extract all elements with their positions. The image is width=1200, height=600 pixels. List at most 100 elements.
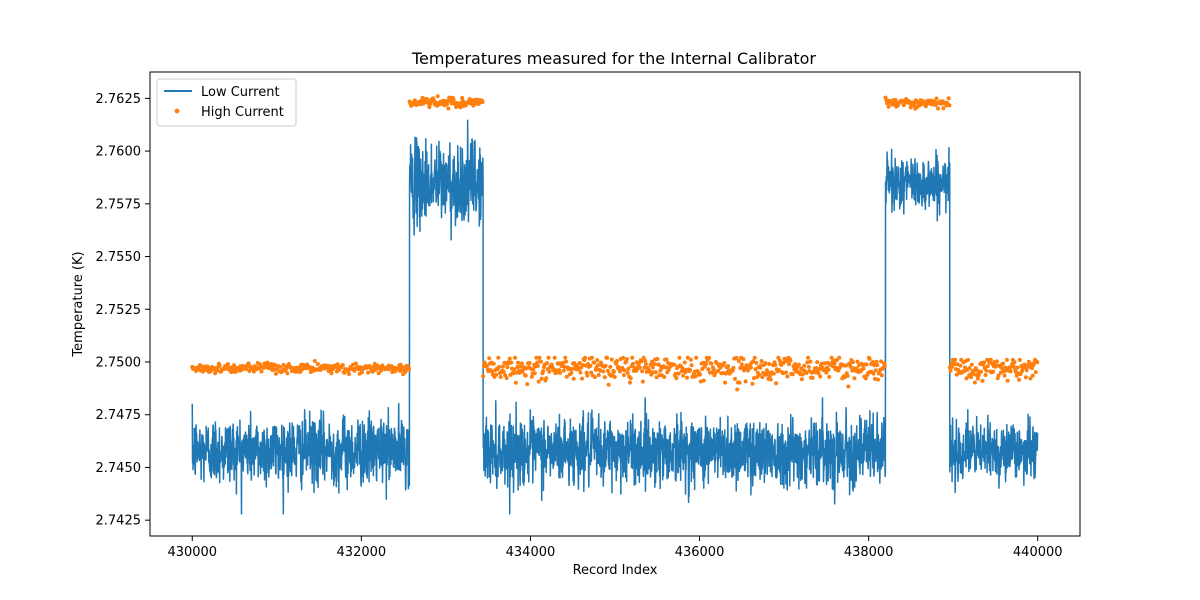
x-axis-label: Record Index [573, 563, 658, 578]
high-current-point [855, 359, 860, 364]
high-current-point [537, 355, 542, 360]
high-current-point [647, 369, 652, 374]
high-current-point [653, 370, 658, 375]
high-current-point [481, 374, 486, 379]
high-current-point [639, 359, 644, 364]
high-current-point [535, 360, 540, 365]
high-current-point [958, 363, 963, 368]
high-current-point [736, 359, 741, 364]
high-current-point [707, 355, 712, 360]
high-current-point [941, 106, 946, 111]
high-current-point [232, 363, 237, 368]
high-current-point [962, 369, 967, 374]
high-current-point [494, 372, 499, 377]
y-tick-label: 2.7500 [96, 356, 142, 371]
high-current-point [786, 362, 791, 367]
high-current-point [709, 361, 714, 366]
high-current-point [447, 95, 452, 100]
high-current-point [561, 368, 566, 373]
high-current-point [882, 363, 887, 368]
high-current-point [879, 373, 884, 378]
high-current-point [845, 373, 850, 378]
high-current-point [662, 375, 667, 380]
high-current-point [484, 363, 489, 368]
high-current-point [837, 355, 842, 360]
high-current-point [340, 362, 345, 367]
high-current-point [818, 374, 823, 379]
high-current-point [501, 369, 506, 374]
high-current-point [226, 362, 231, 367]
high-current-point [315, 362, 320, 367]
high-current-point [259, 369, 264, 374]
high-current-point [281, 362, 286, 367]
high-current-point [674, 376, 679, 381]
high-current-point [641, 355, 646, 360]
high-current-point [621, 355, 626, 360]
high-current-point [837, 365, 842, 370]
high-current-point [815, 360, 820, 365]
high-current-point [458, 105, 463, 110]
high-current-point [850, 360, 855, 365]
high-current-point [1011, 364, 1016, 369]
low-current-line [191, 119, 1039, 515]
high-current-point [628, 376, 633, 381]
high-current-point [822, 361, 827, 366]
high-current-point [1035, 360, 1040, 365]
high-current-point [513, 355, 518, 360]
high-current-point [1017, 357, 1022, 362]
high-current-point [580, 376, 585, 381]
high-current-point [605, 355, 610, 360]
high-current-point [863, 376, 868, 381]
high-current-point [829, 355, 834, 360]
high-current-point [706, 367, 711, 372]
high-current-point [760, 375, 765, 380]
high-current-point [846, 384, 851, 389]
high-current-point [842, 375, 847, 380]
high-current-point [751, 359, 756, 364]
high-current-point [788, 358, 793, 363]
low-current-series [191, 119, 1039, 515]
high-current-point [648, 362, 653, 367]
high-current-point [971, 371, 976, 376]
high-current-series [190, 94, 1040, 392]
high-current-point [480, 100, 485, 105]
high-current-point [954, 372, 959, 377]
high-current-point [273, 371, 278, 376]
high-current-point [571, 376, 576, 381]
high-current-point [546, 355, 551, 360]
x-tick-label: 438000 [844, 545, 894, 560]
high-current-point [972, 380, 977, 385]
high-current-point [753, 367, 758, 372]
high-current-point [606, 382, 611, 387]
high-current-point [854, 366, 859, 371]
high-current-point [688, 357, 693, 362]
high-current-point [831, 364, 836, 369]
x-tick-label: 430000 [167, 545, 217, 560]
high-current-point [378, 368, 383, 373]
high-current-point [988, 357, 993, 362]
high-current-point [246, 361, 251, 366]
high-current-point [739, 362, 744, 367]
high-current-point [852, 376, 857, 381]
high-current-point [953, 357, 958, 362]
high-current-point [790, 372, 795, 377]
high-current-point [983, 373, 988, 378]
high-current-point [664, 357, 669, 362]
high-current-point [710, 370, 715, 375]
y-tick-label: 2.7425 [96, 514, 142, 529]
high-current-point [563, 355, 568, 360]
high-current-point [602, 375, 607, 380]
high-current-point [601, 369, 606, 374]
high-current-point [580, 363, 585, 368]
high-current-point [505, 365, 510, 370]
high-current-point [515, 365, 520, 370]
high-current-point [743, 379, 748, 384]
high-current-point [934, 96, 939, 101]
high-current-point [864, 362, 869, 367]
high-current-point [826, 367, 831, 372]
high-current-point [872, 363, 877, 368]
high-current-point [285, 371, 290, 376]
high-current-point [534, 355, 539, 360]
high-current-point [701, 378, 706, 383]
